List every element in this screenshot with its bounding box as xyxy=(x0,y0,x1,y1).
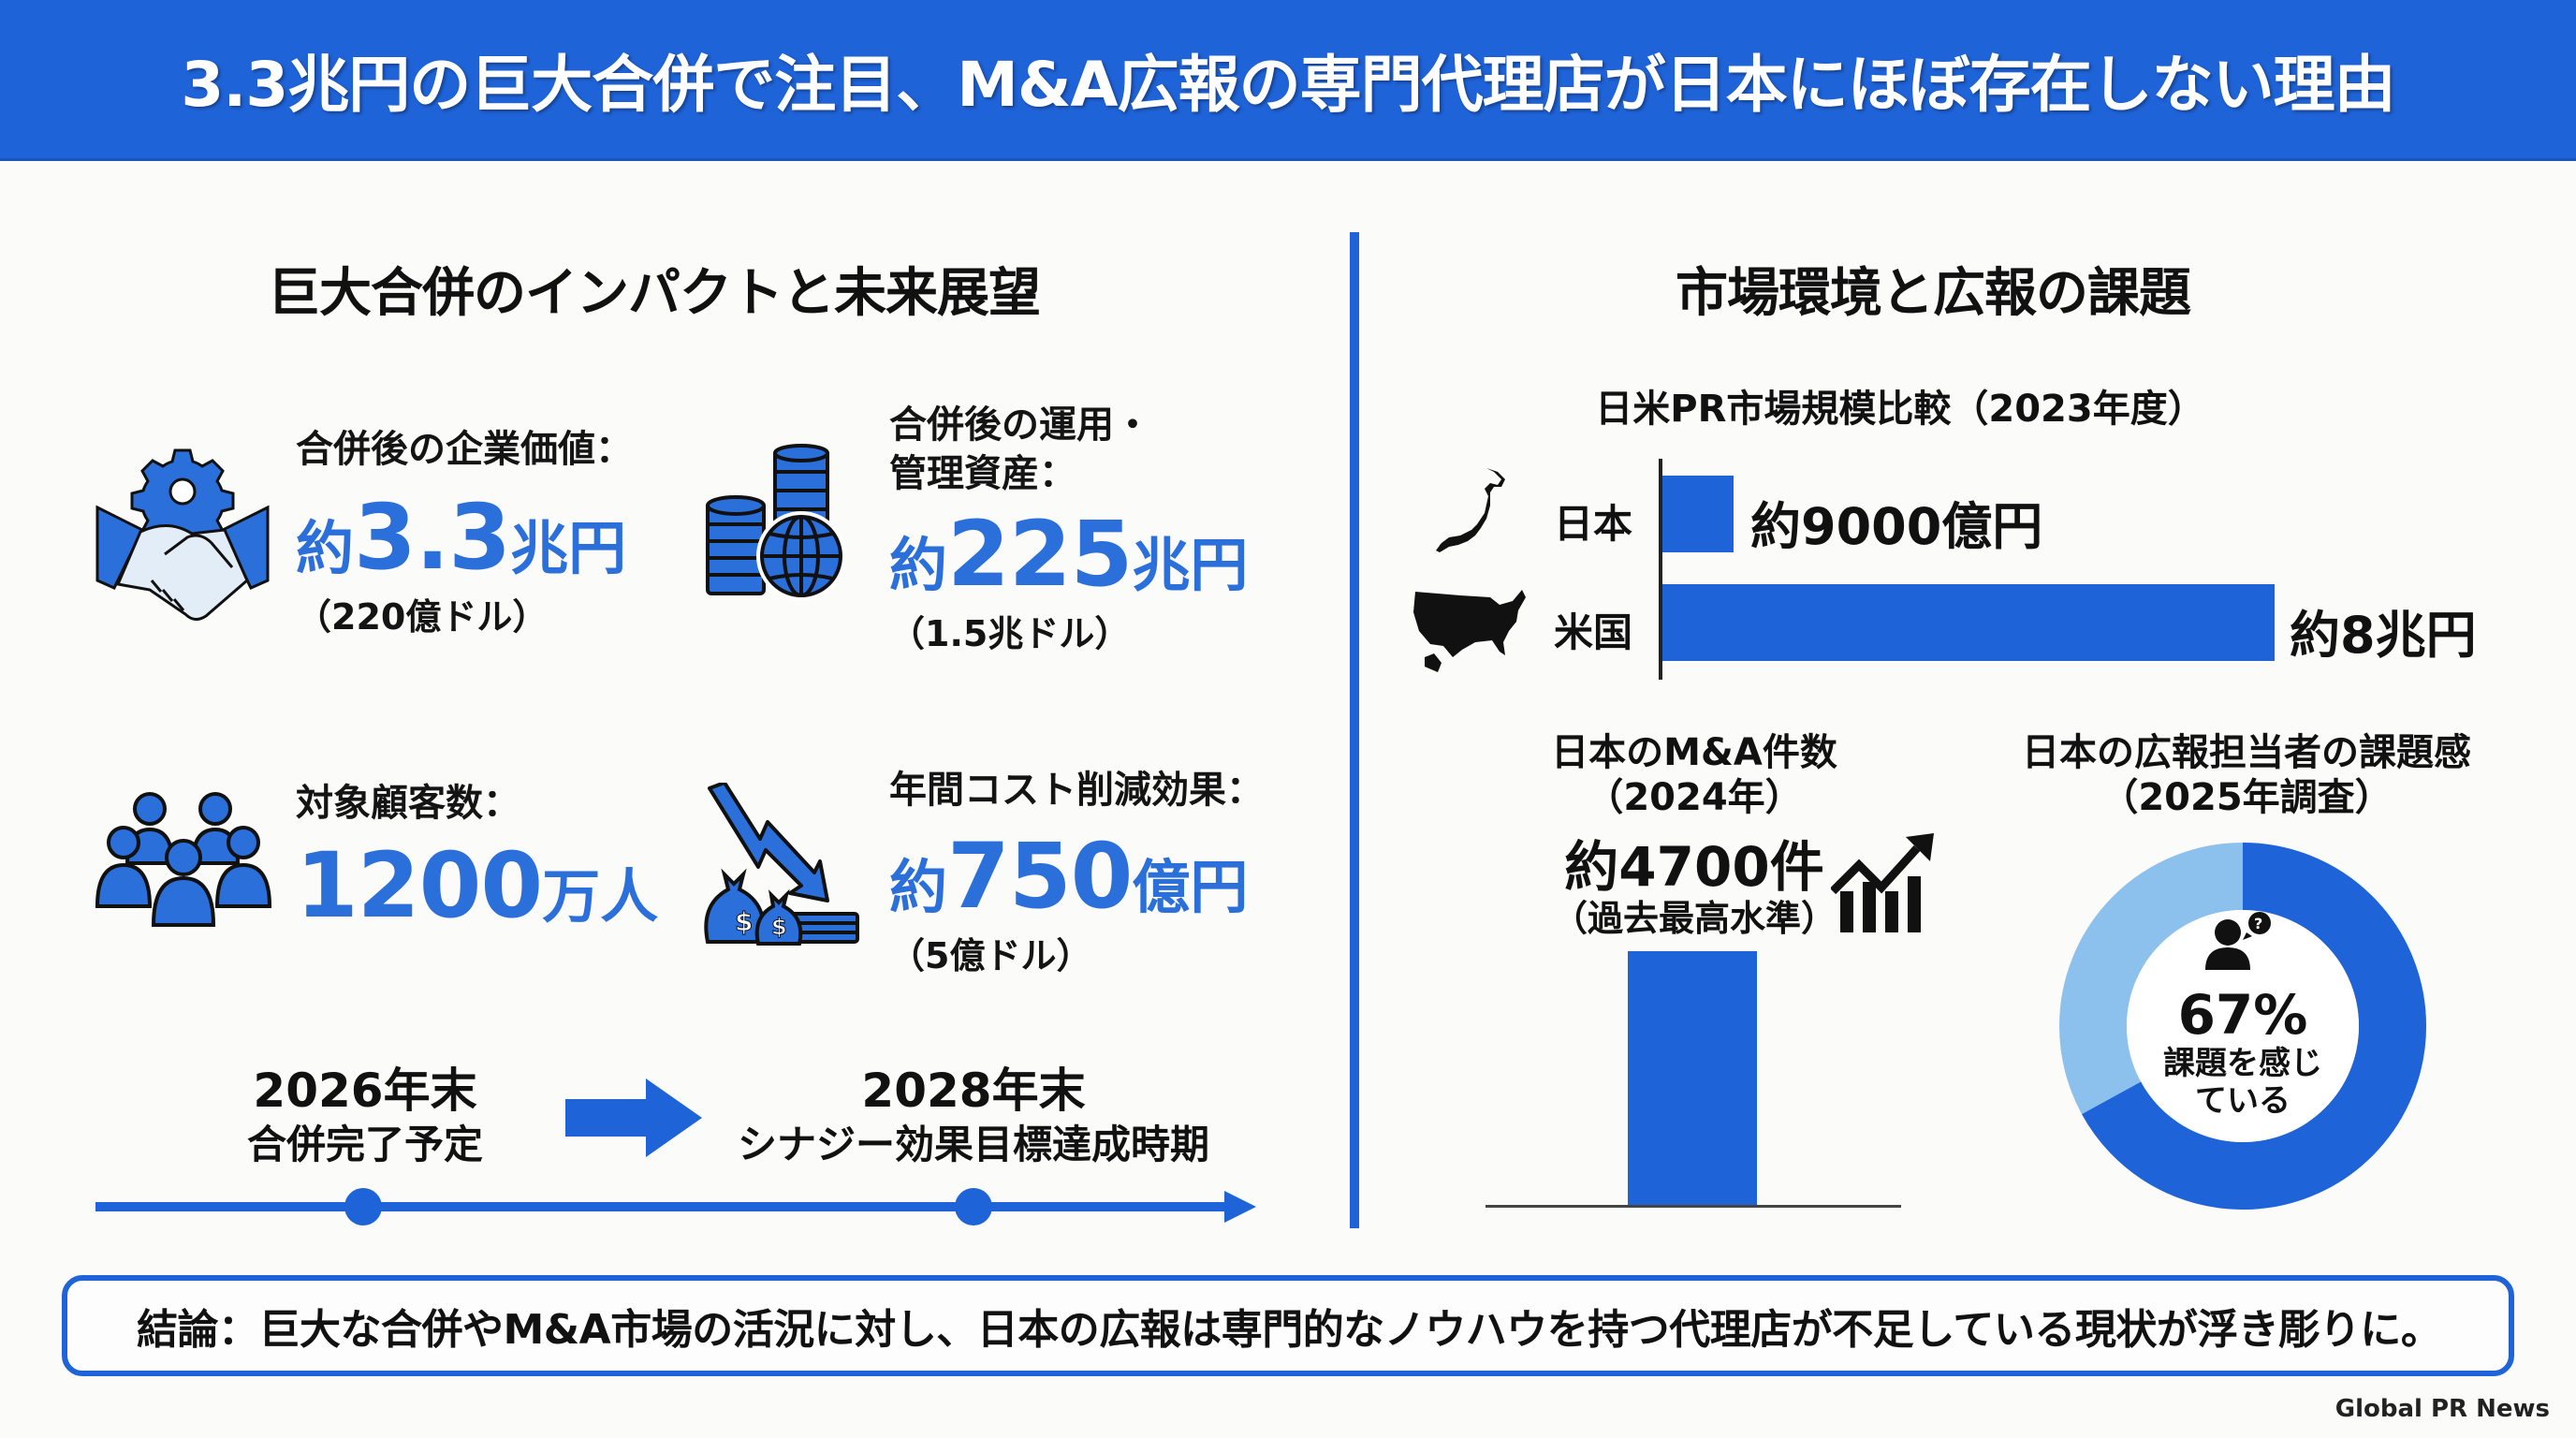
ma-title-line2: （2024年） xyxy=(1586,776,1803,819)
ma-count-value: 約4700件 （過去最高水準） xyxy=(1535,837,1853,940)
stat-enterprise-value: 合併後の企業価値： 約3.3兆円 （220億ドル） xyxy=(296,425,633,639)
stat-value: 1200万人 xyxy=(296,841,658,931)
conclusion-box: 結論：巨大な合併やM&A市場の活況に対し、日本の広報は専門的なノウハウを持つ代理… xyxy=(62,1275,2514,1376)
value-unit: 億円 xyxy=(1132,853,1249,921)
donut-segment-67 xyxy=(2059,843,2426,1210)
people-group-icon xyxy=(95,792,271,927)
timeline-axis xyxy=(95,1188,1256,1225)
value-number: 225 xyxy=(947,502,1133,607)
page-title: 3.3兆円の巨大合併で注目、M&A広報の専門代理店が日本にほぼ存在しない理由 xyxy=(181,48,2395,121)
handshake-gear-icon xyxy=(95,448,270,621)
header-banner: 3.3兆円の巨大合併で注目、M&A広報の専門代理店が日本にほぼ存在しない理由 xyxy=(0,0,2576,161)
stat-value: 約225兆円 xyxy=(889,509,1248,599)
value-prefix: 約 xyxy=(296,514,355,582)
ma-count-chart-title: 日本のM&A件数 （2024年） xyxy=(1498,730,1891,820)
cost-down-moneybag-icon: $ $ xyxy=(704,783,859,946)
coins-globe-icon xyxy=(706,444,846,601)
svg-text:$: $ xyxy=(771,914,787,940)
timeline-dot-2028 xyxy=(955,1188,992,1225)
stat-sub: （5億ドル） xyxy=(889,935,1092,976)
stat-label-line2: 管理資産： xyxy=(889,452,1076,495)
arrow-right-icon xyxy=(565,1078,702,1157)
milestone-desc: シナジー効果目標達成時期 xyxy=(737,1122,1209,1167)
value-unit: 兆円 xyxy=(510,514,627,582)
stat-label-line1: 合併後の運用・ xyxy=(889,404,1151,447)
bar-usa xyxy=(1662,584,2275,661)
conclusion-text: 結論：巨大な合併やM&A市場の活況に対し、日本の広報は専門的なノウハウを持つ代理… xyxy=(137,1306,2442,1354)
value-prefix: 約 xyxy=(889,531,948,599)
value-unit: 万人 xyxy=(542,862,659,931)
milestone-date: 2026年末 xyxy=(253,1064,477,1118)
growth-chart-icon xyxy=(1831,833,1934,932)
bar-value-usa: 約8兆円 xyxy=(2290,606,2477,665)
value-number: 750 xyxy=(947,824,1133,929)
donut-caption-line1: 課題を感じ xyxy=(2163,1045,2322,1082)
milestone-desc: 合併完了予定 xyxy=(246,1122,483,1167)
japan-map-icon xyxy=(1436,468,1505,552)
bar-japan xyxy=(1662,476,1734,552)
timeline-dot-2026 xyxy=(344,1188,382,1225)
stat-sub: （1.5兆ドル） xyxy=(889,613,1131,654)
stat-value: 約750億円 xyxy=(889,831,1264,921)
stat-label: 年間コスト削減効果： xyxy=(889,769,1264,812)
value-number: 1200 xyxy=(296,833,543,938)
stat-cost-savings: 年間コスト削減効果： 約750億円 （5億ドル） xyxy=(889,766,1264,978)
stat-aum: 合併後の運用・ 管理資産： 約225兆円 （1.5兆ドル） xyxy=(889,401,1248,656)
ma-value-main: 約4700件 xyxy=(1564,835,1824,899)
ma-chart-baseline xyxy=(1486,1205,1901,1208)
stat-customers: 対象顧客数： 1200万人 xyxy=(296,779,658,931)
svg-text:?: ? xyxy=(2254,915,2262,932)
bar-chart-axis xyxy=(1659,459,1662,680)
vertical-divider xyxy=(1350,232,1359,1228)
person-question-icon: ? xyxy=(2205,912,2271,970)
stat-label: 対象顧客数： xyxy=(296,782,520,825)
ma-count-bar xyxy=(1628,951,1757,1206)
stat-sub: （220億ドル） xyxy=(296,596,549,638)
svg-text:$: $ xyxy=(735,906,753,937)
donut-caption-line2: ている xyxy=(2195,1082,2291,1120)
ma-title-line1: 日本のM&A件数 xyxy=(1551,731,1837,774)
stat-value: 約3.3兆円 xyxy=(296,492,633,582)
donut-center-label: 67% 課題を感じ ている xyxy=(2112,985,2374,1120)
timeline-milestone-2028: 2028年末 シナジー効果目標達成時期 xyxy=(711,1062,1236,1170)
donut-chart xyxy=(2059,843,2426,1210)
usa-map-icon xyxy=(1413,590,1526,672)
ma-value-note: （過去最高水準） xyxy=(1551,898,1837,939)
left-section-title: 巨大合併のインパクトと未来展望 xyxy=(268,263,1041,324)
donut-percent: 67% xyxy=(2177,983,2308,1047)
value-number: 3.3 xyxy=(354,485,511,590)
bar-value-japan: 約9000億円 xyxy=(1750,497,2043,556)
survey-title-line1: 日本の広報担当者の課題感 xyxy=(2022,731,2471,774)
row-label-usa: 米国 xyxy=(1554,609,1633,655)
value-prefix: 約 xyxy=(889,853,948,921)
survey-title-line2: （2025年調査） xyxy=(2100,776,2393,819)
pr-market-chart-title: 日米PR市場規模比較（2023年度） xyxy=(1595,388,2205,431)
footer-brand: Global PR News xyxy=(2334,1395,2550,1423)
value-unit: 兆円 xyxy=(1132,531,1249,599)
timeline-milestone-2026: 2026年末 合併完了予定 xyxy=(206,1062,524,1170)
stat-label: 合併後の企業価値： xyxy=(296,428,633,471)
pr-survey-chart-title: 日本の広報担当者の課題感 （2025年調査） xyxy=(1994,730,2499,820)
milestone-date: 2028年末 xyxy=(861,1064,1086,1118)
right-section-title: 市場環境と広報の課題 xyxy=(1676,263,2191,324)
row-label-japan: 日本 xyxy=(1554,501,1633,547)
